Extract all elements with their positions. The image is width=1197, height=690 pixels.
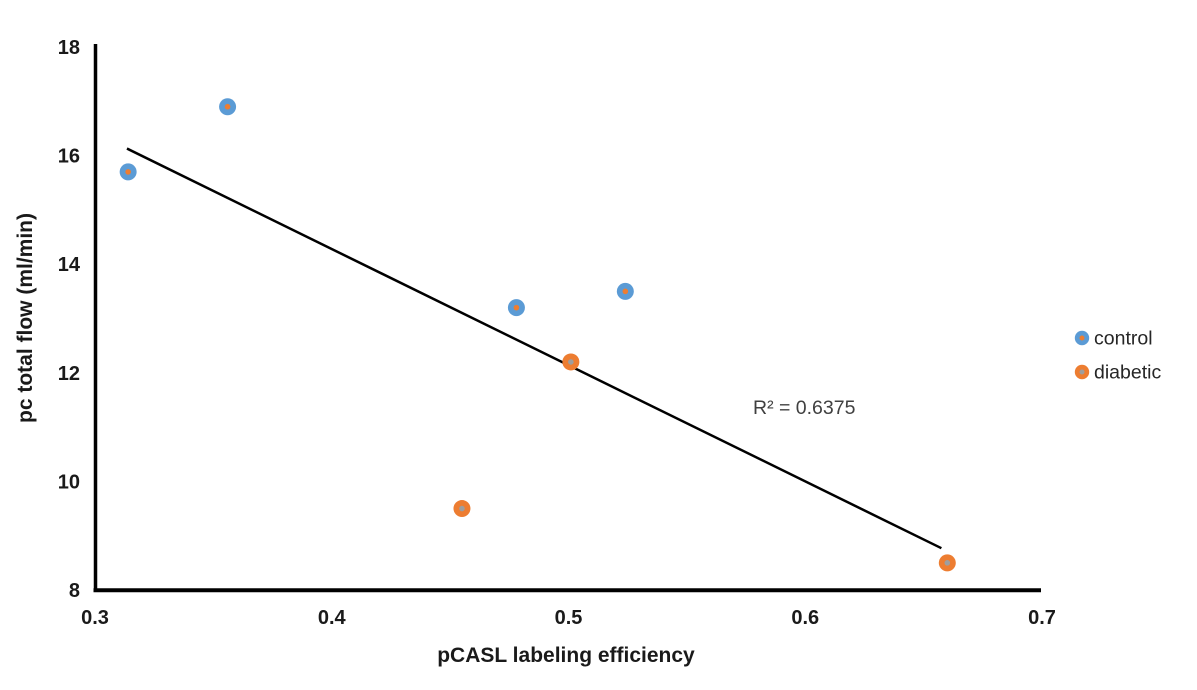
data-point-center-control: [622, 288, 629, 295]
y-tick-label: 12: [58, 363, 80, 385]
data-point-center-control: [513, 304, 520, 311]
y-tick-label: 16: [58, 146, 80, 168]
legend-marker-center-diabetic: [1079, 369, 1085, 375]
x-tick-label: 0.5: [555, 607, 583, 629]
y-axis-title: pc total flow (ml/min): [14, 213, 37, 423]
y-tick-label: 14: [58, 254, 81, 276]
y-tick-label: 10: [58, 471, 80, 493]
data-point-center-diabetic: [944, 560, 951, 566]
data-point-center-control: [224, 103, 231, 110]
x-axis-title: pCASL labeling efficiency: [437, 644, 695, 667]
legend-label-control: control: [1094, 328, 1153, 350]
data-point-center-diabetic: [568, 359, 574, 365]
y-tick-label: 8: [69, 580, 80, 602]
r-squared-annotation: R² = 0.6375: [753, 397, 856, 419]
x-tick-label: 0.7: [1028, 607, 1056, 629]
x-tick-label: 0.4: [318, 607, 347, 629]
x-tick-label: 0.6: [791, 607, 819, 629]
data-point-center-diabetic: [459, 505, 465, 512]
data-point-center-control: [125, 169, 131, 175]
trendline: [126, 147, 942, 550]
y-tick-label: 18: [58, 37, 80, 59]
legend-label-diabetic: diabetic: [1094, 362, 1161, 384]
x-tick-label: 0.3: [81, 607, 109, 629]
legend-marker-center-control: [1079, 335, 1085, 341]
